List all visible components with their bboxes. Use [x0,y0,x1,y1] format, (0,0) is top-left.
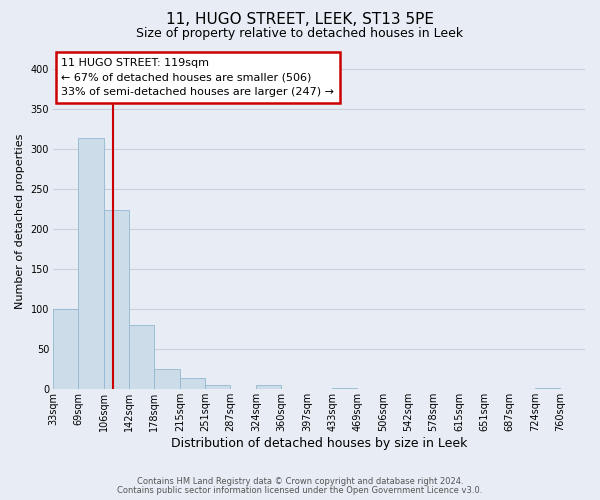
Bar [180,378,205,390]
Bar [154,369,180,390]
Y-axis label: Number of detached properties: Number of detached properties [15,133,25,308]
X-axis label: Distribution of detached houses by size in Leek: Distribution of detached houses by size … [171,437,467,450]
Text: Contains HM Land Registry data © Crown copyright and database right 2024.: Contains HM Land Registry data © Crown c… [137,477,463,486]
Bar [332,388,357,390]
Bar [205,386,230,390]
Text: Contains public sector information licensed under the Open Government Licence v3: Contains public sector information licen… [118,486,482,495]
Bar [79,138,104,390]
Text: 11, HUGO STREET, LEEK, ST13 5PE: 11, HUGO STREET, LEEK, ST13 5PE [166,12,434,28]
Text: 11 HUGO STREET: 119sqm
← 67% of detached houses are smaller (506)
33% of semi-de: 11 HUGO STREET: 119sqm ← 67% of detached… [61,58,334,97]
Text: Size of property relative to detached houses in Leek: Size of property relative to detached ho… [136,28,464,40]
Bar [535,388,560,390]
Bar [104,210,129,390]
Bar [129,325,154,390]
Bar [256,386,281,390]
Bar [53,309,79,390]
